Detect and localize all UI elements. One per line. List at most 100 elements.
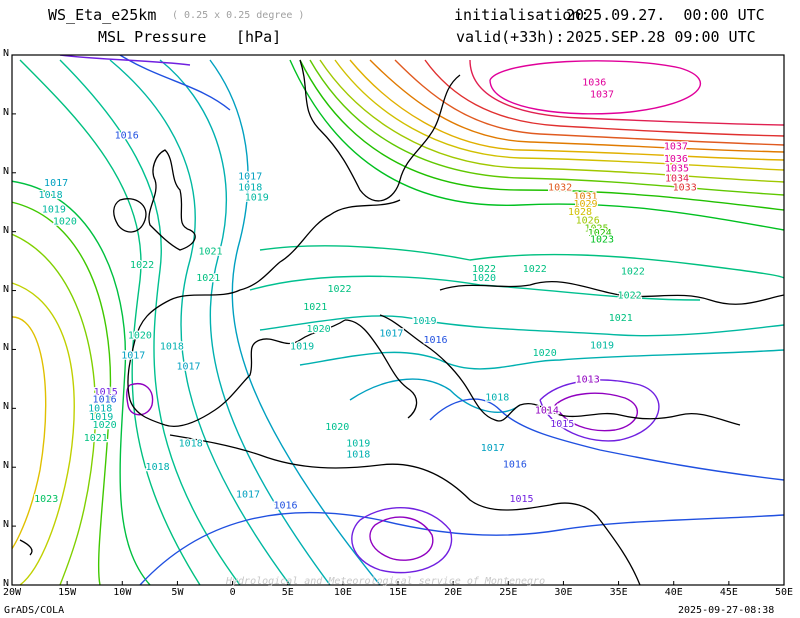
isobar-label: 1015 bbox=[550, 419, 574, 430]
valid-label: valid(+33h): bbox=[456, 28, 565, 46]
coastlines bbox=[19, 59, 784, 585]
isobar-label: 1021 bbox=[84, 433, 108, 444]
footer-right: 2025-09-27-08:38 bbox=[678, 605, 775, 616]
x-tick-label: 5W bbox=[171, 587, 184, 598]
isobar-label: 1020 bbox=[472, 273, 496, 284]
isobar-label: 1017 bbox=[176, 361, 200, 372]
isobar-label: 1018 bbox=[485, 392, 509, 403]
isobar-label: 1018 bbox=[160, 342, 184, 353]
isobar-label: 1023 bbox=[34, 494, 58, 505]
isobar-label: 1022 bbox=[472, 264, 496, 275]
y-tick-label: N bbox=[3, 48, 10, 59]
field-name: MSL Pressure bbox=[98, 28, 207, 46]
isobar-label: 1024 bbox=[588, 228, 612, 239]
isobar-label: 1019 bbox=[290, 342, 314, 353]
isobar-label: 1021 bbox=[303, 302, 327, 313]
x-tick-label: 15W bbox=[58, 587, 77, 598]
isobar-label: 1017 bbox=[44, 178, 68, 189]
y-tick-label: N bbox=[3, 283, 10, 295]
isobar-label: 1020 bbox=[325, 422, 349, 433]
x-tick-label: 45E bbox=[719, 587, 738, 598]
isobar-label: 1036 bbox=[582, 78, 606, 89]
isobar-label: 1017 bbox=[238, 172, 262, 183]
isobar-label: 1023 bbox=[590, 234, 614, 245]
isobar-label: 1015 bbox=[509, 494, 533, 505]
isobar-label: 1022 bbox=[130, 260, 154, 271]
isobar-label: 1014 bbox=[535, 406, 559, 417]
isobar-label: 1020 bbox=[53, 217, 77, 228]
isobar-label: 1021 bbox=[196, 273, 220, 284]
y-tick-label: N bbox=[3, 401, 10, 413]
isobar-label: 1016 bbox=[115, 131, 139, 142]
isobar-label: 1019 bbox=[412, 316, 436, 327]
isobar-label: 1031 bbox=[573, 191, 597, 202]
y-tick-label: N bbox=[3, 224, 10, 236]
isobar-label: 1025 bbox=[584, 223, 608, 234]
footer-left: GrADS/COLA bbox=[4, 605, 65, 616]
axis-ticks bbox=[11, 54, 785, 586]
isobar-label: 1018 bbox=[346, 450, 370, 461]
isobar-label: 1019 bbox=[89, 412, 113, 423]
isobar-label: 1017 bbox=[121, 350, 145, 361]
isobar-label: 1018 bbox=[39, 190, 63, 201]
isobar-label: 1036 bbox=[664, 154, 688, 165]
isobar-label: 1035 bbox=[665, 164, 689, 175]
isobar-label: 1016 bbox=[273, 501, 297, 512]
y-tick-label: N bbox=[3, 165, 10, 177]
y-tick-label: N bbox=[3, 460, 10, 472]
isobar-label: 1019 bbox=[590, 340, 614, 351]
isobar-label: 1018 bbox=[88, 403, 112, 414]
isobar-label: 1037 bbox=[590, 90, 614, 101]
init-label: initialisation: bbox=[454, 6, 590, 24]
isobar-label: 1028 bbox=[568, 207, 592, 218]
isobar-label: 1034 bbox=[665, 174, 689, 185]
x-tick-label: 10E bbox=[333, 587, 352, 598]
valid-value: 2025.SEP.28 09:00 UTC bbox=[566, 28, 756, 46]
init-value: 2025.09.27. 00:00 UTC bbox=[566, 6, 765, 24]
isobar-label: 1021 bbox=[609, 313, 633, 324]
isobar-label: 1017 bbox=[379, 328, 403, 339]
field-unit: [hPa] bbox=[236, 28, 282, 46]
isobar-label: 1019 bbox=[42, 205, 66, 216]
x-tick-label: 0 bbox=[229, 587, 236, 598]
isobar-label: 1022 bbox=[621, 266, 645, 277]
isobar-label: 1017 bbox=[236, 490, 260, 501]
x-tick-label: 35E bbox=[609, 587, 628, 598]
isobar-label: 1016 bbox=[93, 395, 117, 406]
isobar-label: 1022 bbox=[618, 291, 642, 302]
x-tick-label: 30E bbox=[554, 587, 573, 598]
isobar-label: 1015 bbox=[94, 387, 118, 398]
isobar-label: 1020 bbox=[93, 420, 117, 431]
x-tick-label: 50E bbox=[775, 587, 794, 598]
y-tick-label: N bbox=[3, 519, 10, 531]
isobar-label: 1037 bbox=[664, 142, 688, 153]
isobar-label: 1032 bbox=[548, 183, 572, 194]
isobar-label: 1021 bbox=[198, 247, 222, 258]
x-tick-label: 20E bbox=[444, 587, 463, 598]
isobar-label: 1020 bbox=[533, 348, 557, 359]
isobar-label: 1018 bbox=[238, 183, 262, 194]
y-tick-label: N bbox=[3, 342, 10, 354]
isobar-label: 1019 bbox=[245, 192, 269, 203]
grid-resolution: ( 0.25 x 0.25 degree ) bbox=[172, 10, 305, 21]
x-tick-label: 20W bbox=[3, 587, 22, 598]
isobar-label: 1018 bbox=[146, 462, 170, 473]
x-tick-label: 5E bbox=[281, 587, 294, 598]
y-tick-label: N bbox=[3, 106, 10, 118]
isobar-label: 1020 bbox=[128, 331, 152, 342]
isobar-label: 1026 bbox=[576, 216, 600, 227]
contour-labels: 1036103710371036103510341033103210311029… bbox=[33, 76, 698, 512]
watermark: Hydrological and Meteorological service … bbox=[226, 576, 546, 587]
isobar-label: 1016 bbox=[503, 460, 527, 471]
x-tick-label: 10W bbox=[113, 587, 132, 598]
isobar-label: 1033 bbox=[673, 183, 697, 194]
isobar-label: 1020 bbox=[307, 324, 331, 335]
x-tick-label: 15E bbox=[389, 587, 408, 598]
x-tick-label: 25E bbox=[499, 587, 518, 598]
isobar-label: 1022 bbox=[523, 264, 547, 275]
model-name: WS_Eta_e25km bbox=[48, 6, 157, 24]
isobar-label: 1017 bbox=[481, 443, 505, 454]
isobar-label: 1013 bbox=[576, 375, 600, 386]
isobar-label: 1016 bbox=[423, 335, 447, 346]
